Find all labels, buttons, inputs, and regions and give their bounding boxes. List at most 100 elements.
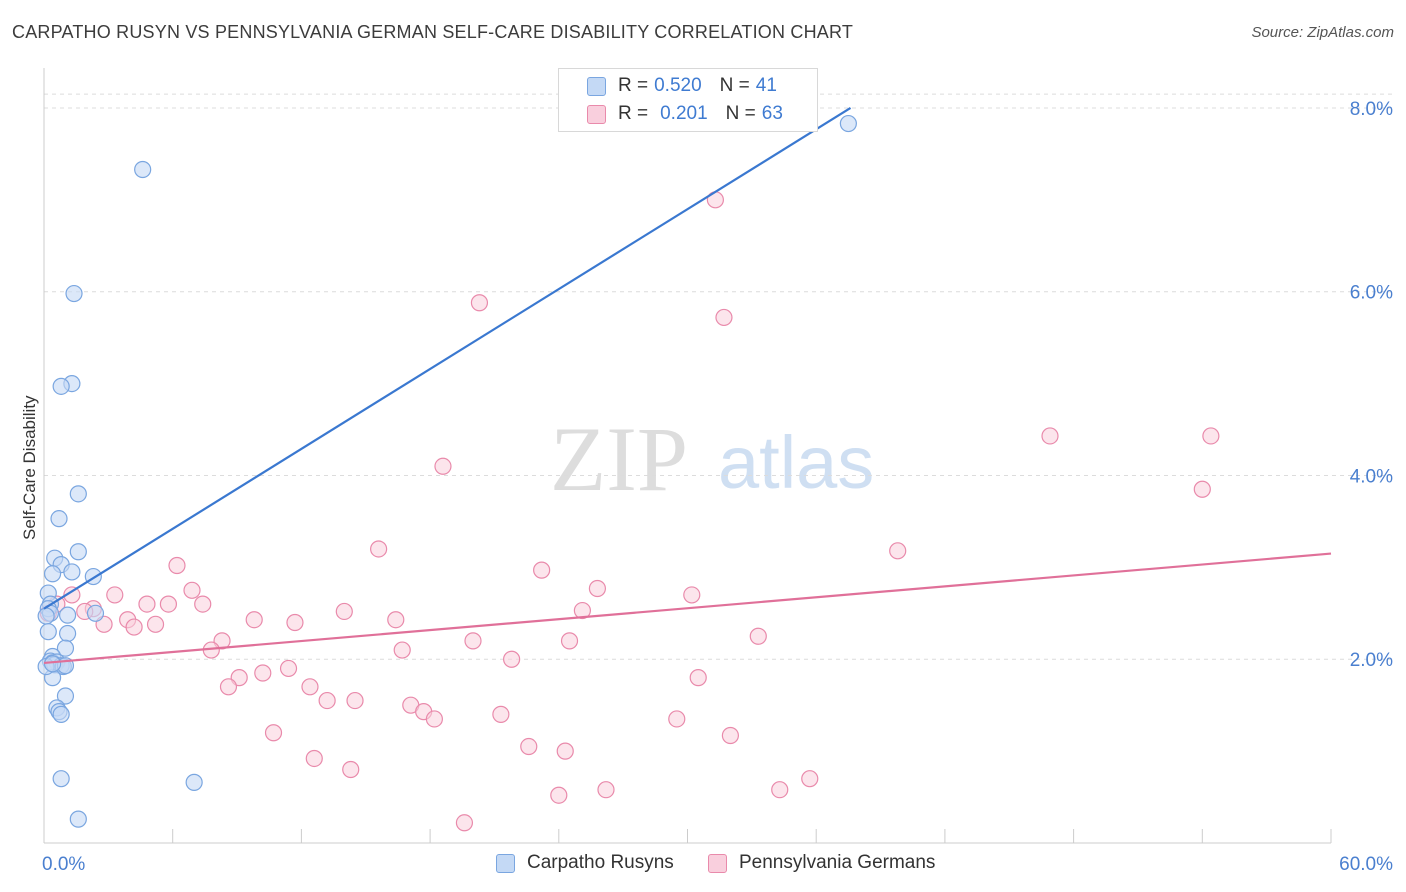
data-point-pennsylvania xyxy=(146,615,165,633)
data-point-pennsylvania xyxy=(159,595,178,613)
data-point-pennsylvania xyxy=(689,669,707,687)
data-point-carpatho xyxy=(56,639,75,657)
r-label: R = xyxy=(618,75,649,96)
data-point-pennsylvania xyxy=(434,457,452,475)
y-tick-label: 2.0% xyxy=(1350,650,1393,671)
data-point-carpatho xyxy=(185,773,203,791)
data-point-pennsylvania xyxy=(492,705,510,723)
data-point-pennsylvania xyxy=(342,760,360,779)
data-point-pennsylvania xyxy=(715,308,733,327)
data-point-carpatho xyxy=(134,160,152,179)
data-point-carpatho xyxy=(43,565,62,583)
data-point-pennsylvania xyxy=(683,586,701,604)
series-legend: Carpatho Rusyns Pennsylvania Germans xyxy=(0,852,1406,878)
data-point-pennsylvania xyxy=(138,595,156,613)
source-label: Source: ZipAtlas.com xyxy=(1251,24,1394,41)
data-point-pennsylvania xyxy=(520,737,538,756)
data-point-pennsylvania xyxy=(550,786,568,804)
data-point-pennsylvania xyxy=(286,613,304,632)
data-point-carpatho xyxy=(63,563,81,581)
data-point-pennsylvania xyxy=(254,664,272,682)
data-point-carpatho xyxy=(50,510,68,528)
r-value: 0.201 xyxy=(660,103,708,124)
chart-title: CARPATHO RUSYN VS PENNSYLVANIA GERMAN SE… xyxy=(12,22,854,42)
data-point-carpatho xyxy=(839,114,857,133)
grid xyxy=(44,93,1392,660)
n-label: N = xyxy=(725,103,756,124)
n-value: 63 xyxy=(761,103,783,124)
data-point-carpatho xyxy=(69,543,87,561)
data-point-pennsylvania xyxy=(318,691,336,710)
data-point-carpatho xyxy=(39,623,57,641)
data-point-pennsylvania xyxy=(588,579,607,598)
data-point-pennsylvania xyxy=(425,710,443,728)
n-label: N = xyxy=(719,75,750,96)
legend-label: Pennsylvania Germans xyxy=(739,852,936,873)
stats-row-pennsylvania: R = 0.201 N = 63 xyxy=(587,101,783,127)
data-point-carpatho xyxy=(43,655,62,673)
data-point-pennsylvania xyxy=(264,724,283,742)
watermark: ZIP atlas xyxy=(550,408,874,510)
data-point-pennsylvania xyxy=(346,691,364,710)
data-point-pennsylvania xyxy=(771,781,789,799)
data-point-pennsylvania xyxy=(464,632,482,650)
data-point-pennsylvania xyxy=(503,650,521,668)
data-point-pennsylvania xyxy=(668,710,686,728)
data-point-pennsylvania xyxy=(183,581,201,599)
data-point-carpatho xyxy=(86,604,105,622)
data-point-pennsylvania xyxy=(194,595,212,613)
legend-item-pennsylvania: Pennsylvania Germans xyxy=(708,852,935,874)
data-point-pennsylvania xyxy=(168,556,186,575)
legend-item-carpatho: Carpatho Rusyns xyxy=(496,852,674,874)
data-point-pennsylvania xyxy=(455,814,474,832)
data-point-pennsylvania xyxy=(889,542,907,560)
tick-labels: 2.0% 4.0% 6.0% 8.0% 0.0% 60.0% xyxy=(42,99,1393,875)
data-point-pennsylvania xyxy=(305,749,323,768)
blue-swatch xyxy=(496,853,515,873)
trendlines xyxy=(43,107,1332,665)
trendline-pennsylvania xyxy=(43,552,1332,665)
legend-label: Carpatho Rusyns xyxy=(527,852,674,873)
data-point-pennsylvania xyxy=(573,601,591,620)
data-point-pennsylvania xyxy=(749,627,767,645)
stats-row-carpatho: R = 0.520 N = 41 xyxy=(587,73,777,99)
data-point-pennsylvania xyxy=(106,586,124,604)
data-point-pennsylvania xyxy=(387,611,405,629)
data-point-pennsylvania xyxy=(63,586,81,604)
data-point-pennsylvania xyxy=(1202,427,1220,445)
data-point-pennsylvania xyxy=(533,561,551,579)
y-tick-label: 4.0% xyxy=(1350,466,1393,487)
r-label: R = xyxy=(618,103,649,124)
data-point-carpatho xyxy=(69,485,87,503)
watermark-zip: ZIP xyxy=(550,408,688,510)
pink-swatch xyxy=(587,104,606,124)
data-point-carpatho xyxy=(69,810,87,828)
trendline-carpatho xyxy=(43,107,852,610)
data-point-carpatho xyxy=(58,606,77,624)
data-point-carpatho xyxy=(65,284,83,303)
data-point-pennsylvania xyxy=(279,659,298,678)
data-point-pennsylvania xyxy=(1193,480,1211,498)
pink-swatch xyxy=(708,853,727,873)
data-point-pennsylvania xyxy=(470,294,489,312)
y-tick-label: 8.0% xyxy=(1350,99,1393,120)
watermark-atlas: atlas xyxy=(718,421,874,504)
data-point-pennsylvania xyxy=(219,678,238,696)
data-point-carpatho xyxy=(58,624,77,643)
y-axis-title: Self-Care Disability xyxy=(20,395,39,540)
y-tick-label: 6.0% xyxy=(1350,283,1393,304)
data-point-pennsylvania xyxy=(393,641,411,659)
stats-legend: R = 0.520 N = 41 R = 0.201 N = 63 xyxy=(558,68,818,132)
data-point-pennsylvania xyxy=(721,726,740,745)
data-point-pennsylvania xyxy=(597,781,615,799)
data-point-carpatho xyxy=(37,607,55,625)
data-point-pennsylvania xyxy=(1041,427,1059,445)
data-point-pennsylvania xyxy=(370,540,388,558)
x-tick-label: 60.0% xyxy=(1339,854,1393,875)
data-point-pennsylvania xyxy=(801,770,819,788)
data-point-pennsylvania xyxy=(556,742,574,760)
data-point-pennsylvania xyxy=(245,611,263,629)
data-point-pennsylvania xyxy=(301,678,319,696)
data-point-carpatho xyxy=(52,377,70,395)
